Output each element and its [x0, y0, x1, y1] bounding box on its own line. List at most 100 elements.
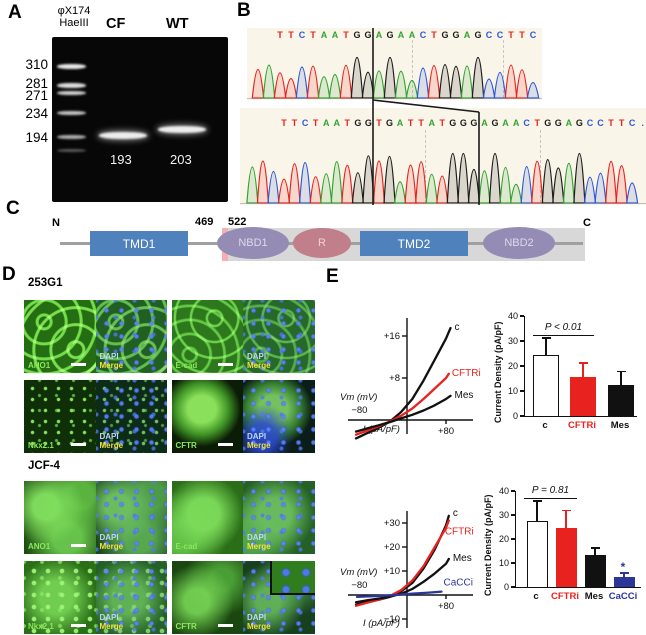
marker-194: 194 [25, 130, 48, 145]
stain-label: E-cad [175, 542, 198, 551]
bar-Mes [608, 384, 634, 416]
curve-label-c: c [455, 322, 460, 333]
error-bar [582, 363, 584, 378]
scale-bar [218, 623, 233, 627]
bar-x-label-c: c [542, 420, 548, 431]
n-terminus-label: N [52, 217, 60, 229]
sequence-base: C [529, 30, 537, 40]
error-bar-cap [532, 500, 542, 502]
merge-label: Merge [99, 360, 124, 370]
ladder-band [57, 91, 86, 95]
sequence-base: A [333, 118, 341, 128]
domain-nbd2: NBD2 [483, 227, 555, 259]
sequence-base: T [343, 30, 349, 40]
sequence-base: T [418, 118, 424, 128]
sequence-base: G [459, 118, 467, 128]
bar-x-label-CaCCi: CaCCi [608, 591, 638, 602]
sequence-base: A [397, 30, 405, 40]
p-value-label: P < 0.01 [544, 321, 583, 333]
merge-label: Merge [247, 541, 271, 551]
stain-label: CFTR [175, 622, 197, 631]
sequence-base: G [470, 118, 478, 128]
scale-bar [70, 442, 86, 446]
stain-label: Nkx2.1 [28, 622, 54, 631]
curve-label-c: c [453, 508, 458, 519]
y-tick-label: 40 [498, 486, 509, 496]
trace-peaks [247, 57, 542, 99]
stain-label: E-cad [175, 361, 198, 370]
error-bar-cap [578, 362, 588, 364]
sequence-base: . [641, 118, 644, 128]
bar-x-label-CFTRi: CFTRi [551, 591, 579, 602]
sequence-base: G [544, 118, 552, 128]
stain-label: Nkx2.1 [28, 441, 54, 450]
y-tick-mark [511, 490, 515, 492]
tmd1-label: TMD1 [122, 236, 156, 251]
micrograph-JCF-4-ANO1: ANO1 [24, 481, 96, 554]
sequence-base: G [441, 30, 449, 40]
x-max-label: +80 [438, 426, 454, 437]
y-tick-label: 20 [507, 361, 518, 371]
significance-line [533, 334, 594, 336]
cell-line-253g1-label: 253G1 [28, 277, 63, 289]
error-bar-cap [616, 370, 626, 373]
dapi-label: DAPI [99, 533, 119, 542]
y-tick-mark [520, 340, 524, 342]
position-469: 469 [195, 216, 214, 228]
sequence-base: T [407, 118, 414, 128]
dapi-label: DAPI [99, 432, 119, 441]
y-tick-mark [511, 538, 515, 540]
dapi-label: DAPI [99, 613, 119, 622]
micrograph-253G1-Nkx2.1: Nkx2.1 [24, 380, 96, 453]
stain-label: ANO1 [28, 542, 51, 551]
position-522: 522 [228, 216, 247, 228]
y-tick-mark [511, 586, 515, 588]
domain-nbd1: NBD1 [217, 227, 289, 259]
iv-curve-CaCCi [355, 590, 443, 599]
sequence-base: T [310, 30, 316, 40]
r-label: R [318, 237, 326, 249]
dapi-label: DAPI [247, 533, 267, 542]
gel-ladder-name: φX174 HaeIII [50, 5, 98, 29]
sequence-base: G [353, 30, 361, 40]
micrograph-JCF-4-Nkx2.1: Nkx2.1 [24, 561, 96, 634]
trace-guide-line [540, 130, 541, 203]
y-tick-mark [511, 562, 515, 564]
error-bar [623, 573, 625, 578]
y-tick-label: 40 [507, 311, 518, 321]
sequence-base: T [618, 118, 625, 128]
ladder-band [57, 111, 86, 115]
sequence-base: T [431, 30, 437, 40]
nbd2-label: NBD2 [504, 237, 534, 249]
dapi-label: DAPI [247, 432, 267, 441]
micrograph-253G1-E-cad: E-cad [171, 300, 243, 373]
ladder-band [57, 149, 86, 152]
stain-label: ANO1 [28, 361, 51, 370]
sequence-base: C [597, 118, 604, 128]
sequence-base: C [298, 30, 306, 40]
trace-guide-line [425, 130, 426, 203]
dapi-overlay [243, 300, 315, 373]
dapi-label: DAPI [99, 352, 119, 361]
y-tick-label: 10 [507, 386, 518, 396]
error-bar [536, 501, 538, 521]
gel-lane-wt: WT [166, 16, 189, 32]
sequence-base: A [512, 118, 520, 128]
panel-label-c: C [6, 198, 20, 219]
iv-curve-c [354, 326, 452, 440]
merge-inset [269, 561, 315, 595]
ladder-name-line1: φX174 [57, 5, 91, 17]
sequence-base: A [463, 30, 471, 40]
y-tick-mark [511, 514, 515, 516]
y-tick-label: +8 [389, 373, 400, 384]
marker-271: 271 [25, 88, 48, 103]
nbd1-label: NBD1 [238, 237, 268, 249]
micrograph-JCF-4-ANO1-merge: DAPI Merge [95, 481, 167, 554]
iv-plot-253g1: +16 +8 +80 −80 Vm (mV) I (pA/pF) c CFTRi Mes [340, 318, 481, 440]
micrograph-253G1-ANO1-merge: DAPI Merge [95, 300, 167, 373]
ladder-name-line2: HaeIII [59, 17, 89, 29]
x-max-label: +80 [438, 601, 454, 612]
sequence-base: C [301, 118, 309, 128]
bar-x-label-Mes: Mes [584, 591, 604, 602]
